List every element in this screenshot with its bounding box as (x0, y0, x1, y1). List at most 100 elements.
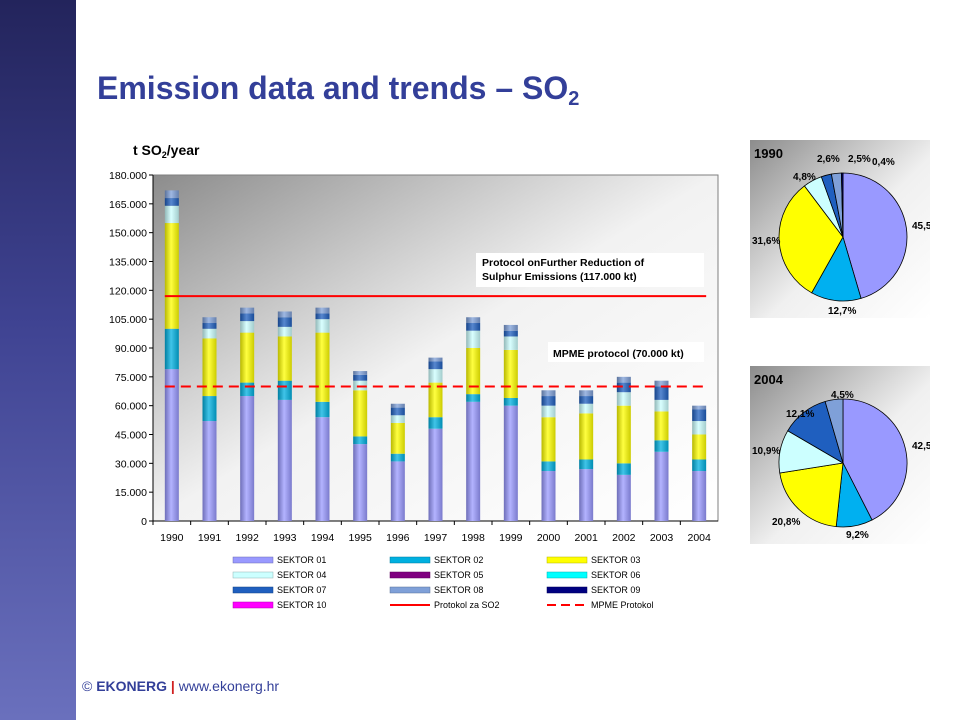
bar-segment (654, 451, 669, 521)
bar-segment (654, 380, 669, 387)
bar-segment (240, 396, 255, 521)
bar-segment (240, 307, 255, 314)
bar-segment (579, 413, 594, 460)
bar-segment (579, 396, 594, 404)
bar-segment (654, 399, 669, 412)
pie-slice-label: 20,8% (772, 517, 800, 528)
x-tick-label: 1997 (424, 532, 448, 544)
annotation-protocol-text: Protocol onFurther Reduction of (482, 257, 645, 269)
x-tick-label: 1998 (461, 532, 485, 544)
y-tick-label: 150.000 (109, 228, 147, 240)
bar-segment (692, 471, 707, 521)
bar-segment (164, 198, 179, 206)
bar-segment (541, 461, 556, 472)
pie-slice (842, 398, 908, 521)
legend-label: SEKTOR 02 (434, 555, 483, 565)
bar-segment (240, 321, 255, 333)
bar-segment (579, 469, 594, 521)
legend-label: SEKTOR 09 (591, 585, 640, 595)
pie-title: 2004 (754, 372, 784, 387)
bar-segment (616, 392, 631, 406)
x-tick-label: 2002 (612, 532, 636, 544)
bar-segment (466, 348, 481, 395)
pie-slice-label: 45,5% (912, 221, 930, 232)
bar-segment (353, 436, 368, 445)
bar-segment (390, 422, 405, 454)
x-tick-label: 1995 (348, 532, 372, 544)
bar-segment (503, 349, 518, 398)
bar-segment (466, 323, 481, 331)
footer-link[interactable]: www.ekonerg.hr (178, 678, 280, 694)
bar-segment (692, 409, 707, 422)
x-tick-label: 2004 (687, 532, 711, 544)
legend-label: SEKTOR 07 (277, 585, 326, 595)
y-axis-label: t SO2/year (133, 142, 200, 160)
pie-slice (840, 172, 844, 238)
pie-slice (842, 172, 908, 299)
x-tick-label: 1996 (386, 532, 410, 544)
annotation-box-protocol (476, 253, 704, 287)
bar-segment (503, 397, 518, 406)
bar-segment (202, 317, 217, 324)
pie-slice-label: 2,5% (848, 154, 871, 165)
bar-segment (164, 223, 179, 329)
legend-swatch (546, 556, 588, 564)
pie-title: 1990 (754, 146, 783, 161)
bar-segment (616, 405, 631, 464)
pie-chart-1990: 1990 45,5% 12,7% 31,6% 4,8%2,6% 2,5%0,4% (750, 140, 930, 318)
annotation-mpme-text: MPME protocol (70.000 kt) (553, 348, 684, 360)
y-tick-label: 45.000 (115, 430, 147, 442)
y-tick-label: 90.000 (115, 343, 147, 355)
bar-segment (315, 319, 330, 333)
pie-slice-label: 4,8% (793, 172, 816, 183)
bar-segment (541, 390, 556, 397)
bar-segment (164, 190, 179, 199)
bar-segment (315, 401, 330, 418)
footer-brand: EKONERG (96, 678, 168, 694)
bar-segment (692, 421, 707, 435)
bar-segment (579, 403, 594, 414)
bar-segment (315, 417, 330, 521)
pie-slice-label: 10,9% (752, 446, 780, 457)
legend-swatch (389, 586, 431, 594)
bar-segment (353, 390, 368, 437)
bar-segment (616, 463, 631, 475)
bar-segment (390, 461, 405, 521)
bar-segment (541, 405, 556, 418)
bar-segment (579, 459, 594, 470)
x-tick-label: 1999 (499, 532, 523, 544)
bar-segment (654, 411, 669, 441)
bar-segment (466, 317, 481, 324)
x-tick-label: 1992 (235, 532, 259, 544)
pie-slice-label: 2,6% (817, 154, 840, 165)
pie-slice-label: 12,1% (786, 409, 814, 420)
bar-segment (692, 434, 707, 460)
bar-segment (466, 330, 481, 348)
bar-segment (466, 401, 481, 521)
legend-swatch (389, 571, 431, 579)
bar-segment (390, 415, 405, 423)
pie-slice-label: 4,5% (831, 390, 854, 401)
pie-slice-label: 31,6% (752, 236, 780, 247)
bar-segment (277, 311, 292, 318)
bar-segment (541, 471, 556, 521)
y-axis-label-tail: /year (166, 142, 200, 158)
pie-slice-label: 0,4% (872, 157, 895, 168)
bar-segment (277, 317, 292, 327)
pie-slice-label: 12,7% (828, 306, 856, 317)
bar-segment (692, 459, 707, 472)
bar-segment (164, 369, 179, 521)
y-tick-label: 120.000 (109, 285, 147, 297)
y-tick-label: 135.000 (109, 257, 147, 269)
footer-separator: | (170, 678, 175, 694)
page-title: Emission data and trends – SO2 (97, 70, 579, 111)
bar-segment (277, 336, 292, 381)
legend-swatch (232, 556, 274, 564)
pie-slice-label: 9,2% (846, 530, 869, 541)
bar-segment (654, 440, 669, 452)
bar-segment (202, 421, 217, 521)
title-main: Emission data and trends – SO (97, 70, 569, 106)
bar-segment (541, 417, 556, 462)
y-axis-label-sub: 2 (161, 150, 167, 160)
x-tick-label: 1993 (273, 532, 297, 544)
